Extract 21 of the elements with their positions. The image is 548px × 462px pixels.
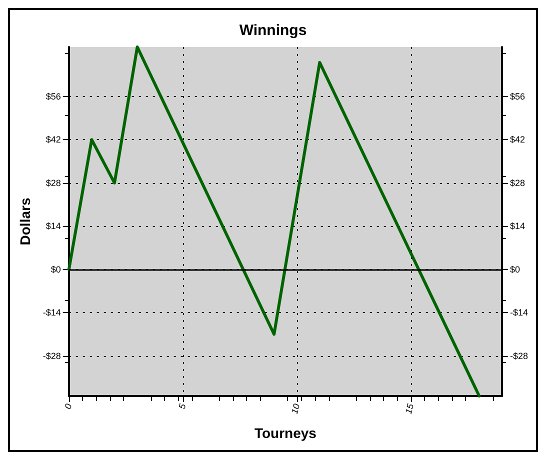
y-tick-label: -$14 bbox=[42, 308, 61, 318]
y-tick-label: -$28 bbox=[42, 350, 61, 361]
y2-tick-label: $0 bbox=[510, 264, 520, 274]
y2-tick-label: $28 bbox=[510, 178, 526, 188]
y-axis-title: Dollars bbox=[17, 198, 33, 246]
x-tick-label: 5 bbox=[176, 402, 188, 410]
y-tick-label: $56 bbox=[46, 91, 61, 102]
chart-title: Winnings bbox=[239, 22, 307, 39]
y-tick-label: $28 bbox=[46, 178, 61, 188]
x-tick-label: 10 bbox=[289, 402, 302, 415]
y2-tick-label: -$14 bbox=[510, 308, 528, 318]
x-axis-title: Tourneys bbox=[254, 425, 317, 441]
y2-tick-label: $56 bbox=[510, 91, 526, 102]
y2-tick-label: $14 bbox=[510, 221, 526, 232]
x-tick-label: 15 bbox=[403, 402, 416, 415]
y-tick-label: $14 bbox=[46, 221, 61, 232]
y-tick-label: $0 bbox=[50, 264, 61, 274]
x-tick-label: 0 bbox=[62, 402, 74, 410]
y-tick-label: $42 bbox=[46, 134, 61, 145]
y2-tick-label: -$28 bbox=[510, 350, 528, 361]
y2-tick-label: $42 bbox=[510, 134, 526, 145]
